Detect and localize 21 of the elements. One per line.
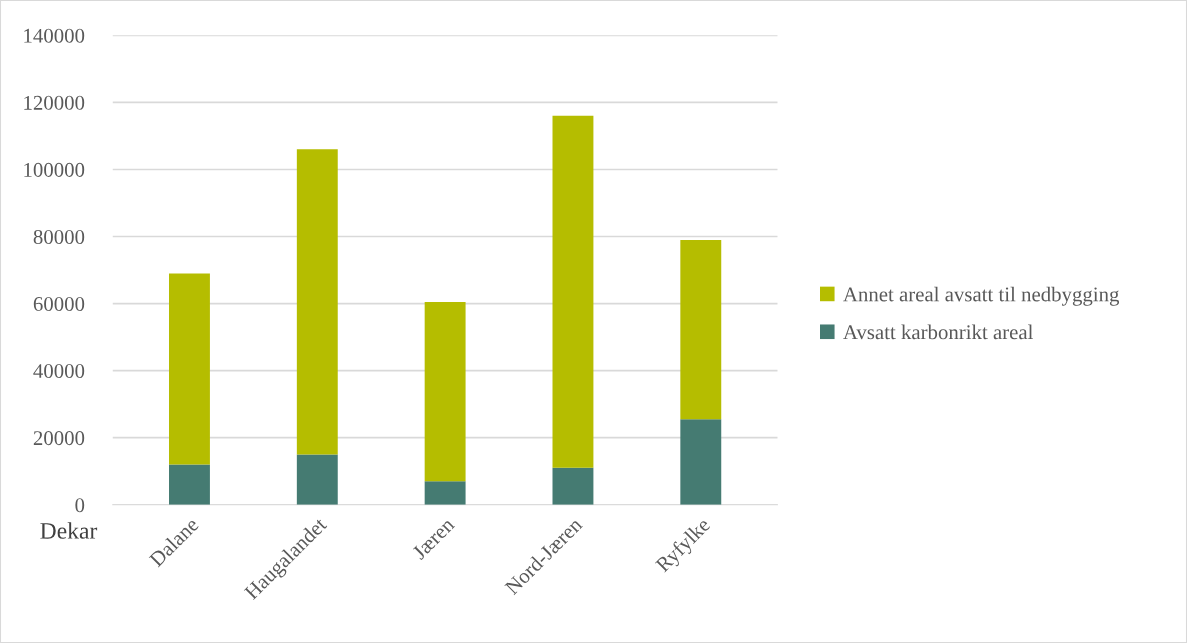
y-axis-title: Dekar	[40, 522, 98, 539]
bar	[296, 149, 338, 455]
y-tick-label: 120000	[24, 95, 85, 110]
bar	[169, 464, 210, 505]
y-tick-label: 20000	[33, 431, 85, 446]
bar	[552, 467, 594, 505]
legend-label: Avsatt karbonrikt areal	[843, 324, 1033, 340]
y-tick-label: 80000	[33, 229, 85, 244]
bar	[424, 481, 466, 505]
legend-label: Annet areal avsatt til nedbygging	[843, 286, 1120, 306]
bar	[680, 239, 722, 420]
bar	[680, 419, 722, 505]
bar	[552, 115, 594, 468]
y-tick-label: 100000	[24, 162, 85, 177]
y-tick-label: 60000	[33, 296, 85, 312]
y-tick-label: 0	[75, 498, 85, 513]
bar	[296, 454, 338, 505]
bar	[424, 301, 466, 482]
y-tick-label: 40000	[33, 364, 85, 379]
y-tick-label: 140000	[24, 28, 85, 43]
bar	[169, 273, 210, 465]
